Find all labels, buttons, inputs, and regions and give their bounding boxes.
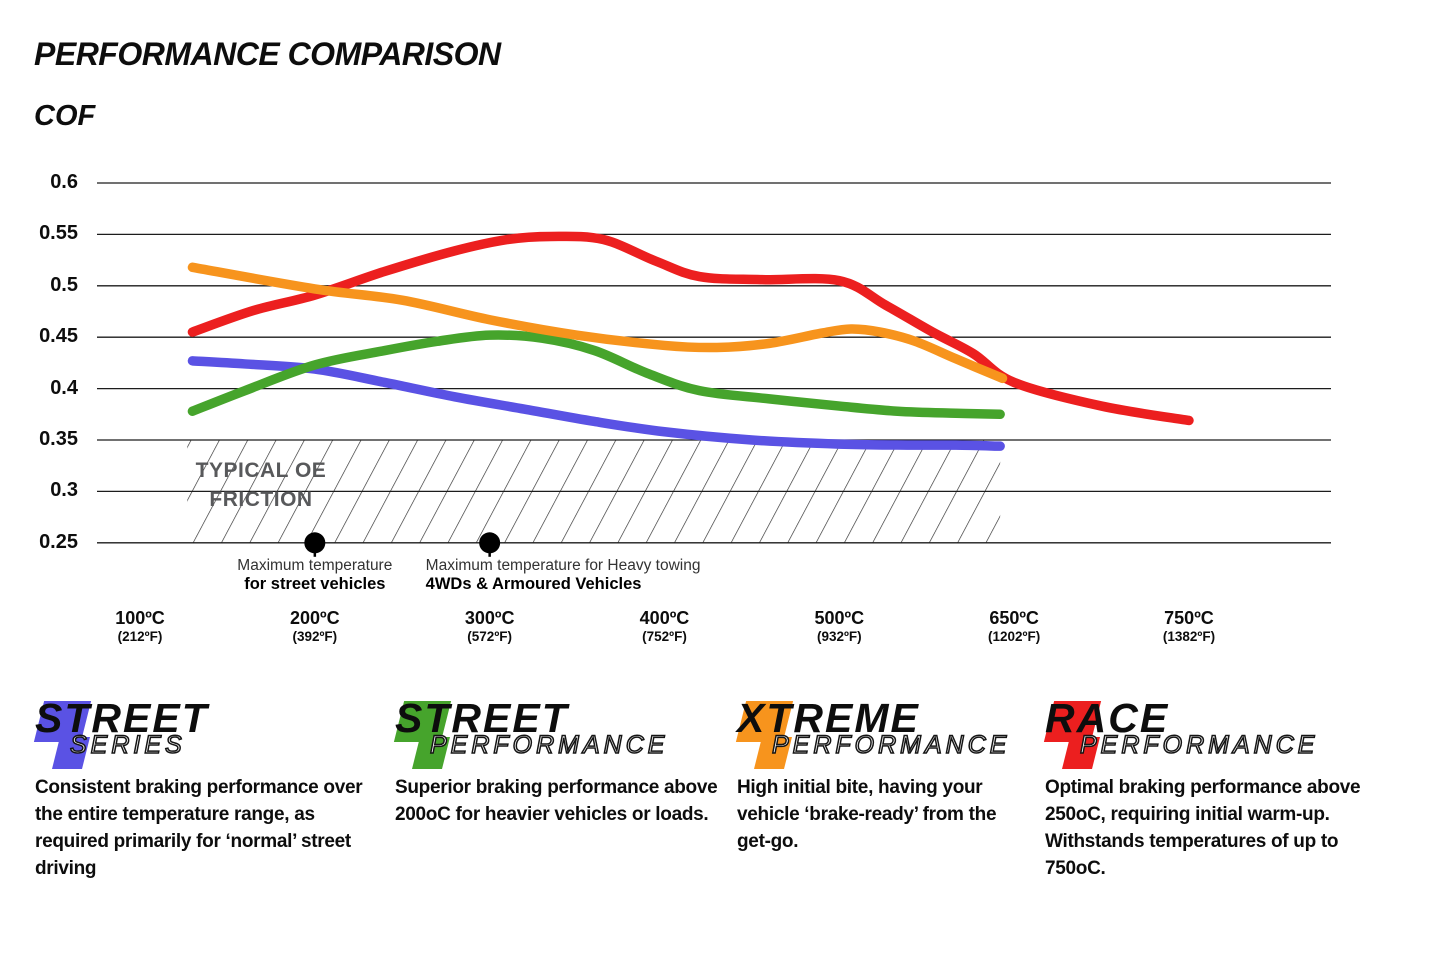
x-tick-fahrenheit-750: (1382ºF) — [1162, 629, 1216, 644]
x-tick-celsius-650: 650ºC — [989, 608, 1039, 628]
x-tick-400: 400ºC (752ºF) — [599, 608, 729, 645]
x-tick-celsius-100: 100ºC — [115, 608, 165, 628]
brand-logo-3: XTREME PERFORMANCE — [735, 695, 1017, 769]
x-tick-fahrenheit-200: (392ºF) — [292, 629, 338, 644]
series-line-street-performance — [187, 330, 1005, 420]
y-tick-label-0.6: 0.6 — [50, 171, 78, 193]
x-tick-500: 500ºC (932ºF) — [774, 608, 904, 645]
annotation-2-line1: Maximum temperature for Heavy towing — [425, 557, 701, 574]
x-tick-fahrenheit-650: (1202ºF) — [988, 629, 1041, 644]
typical-oe-friction-label: TYPICAL OE FRICTION — [186, 456, 336, 514]
logo-word1: STREET — [395, 695, 569, 741]
page-title: PERFORMANCE COMPARISON — [34, 36, 501, 72]
legend-description: High initial bite, having your vehicle ‘… — [737, 777, 997, 852]
chart-svg — [97, 182, 1331, 557]
annotation-1-line1: Maximum temperature — [237, 557, 393, 574]
x-tick-fahrenheit-400: (752ºF) — [642, 629, 687, 644]
typical-oe-line2: FRICTION — [209, 488, 313, 511]
series-line-xtreme-performance — [187, 262, 1008, 384]
x-tick-300: 300ºC (572ºF) — [425, 608, 555, 645]
x-tick-100: 100ºC (212ºF) — [75, 608, 205, 645]
max-temp-marker-2 — [479, 532, 501, 554]
y-tick-label-0.25: 0.25 — [39, 530, 78, 553]
brand-logo-4: RACE PERFORMANCE — [1043, 695, 1375, 769]
logo-word2: PERFORMANCE — [1079, 730, 1319, 760]
legend-description: Superior braking performance above 200oC… — [395, 777, 718, 825]
x-tick-650: 650ºC (1202ºF) — [949, 608, 1079, 645]
y-axis-title: COF — [34, 100, 96, 132]
x-tick-celsius-400: 400ºC — [639, 608, 690, 628]
series-line-street-series — [187, 356, 1005, 451]
x-tick-200: 200ºC (392ºF) — [250, 608, 380, 645]
logo-word1: RACE — [1045, 695, 1170, 741]
brand-logo-1: STREET SERIES — [33, 695, 370, 769]
x-tick-fahrenheit-300: (572ºF) — [467, 629, 512, 644]
y-tick-label-0.35: 0.35 — [39, 428, 78, 450]
logo-word2: PERFORMANCE — [771, 730, 1011, 760]
legend-item-street-series: STREET SERIES Consistent braking performan… — [33, 695, 370, 882]
y-tick-label-0.45: 0.45 — [39, 325, 78, 348]
legend-item-xtreme-performance: XTREME PERFORMANCE High initial bite, havi… — [735, 695, 1017, 855]
x-tick-celsius-200: 200ºC — [290, 608, 340, 628]
x-tick-celsius-750: 750ºC — [1164, 608, 1214, 628]
annotation-1: Maximum temperature for street vehicles — [205, 557, 425, 594]
y-tick-label-0.5: 0.5 — [50, 273, 78, 296]
logo-word2: PERFORMANCE — [429, 730, 669, 760]
legend-item-race-performance: RACE PERFORMANCE Optimal braking performan… — [1043, 695, 1375, 882]
x-tick-celsius-300: 300ºC — [464, 608, 515, 628]
max-temp-marker-1 — [304, 532, 326, 554]
x-tick-celsius-500: 500ºC — [814, 608, 865, 628]
logo-word2: SERIES — [69, 730, 186, 760]
x-tick-750: 750ºC (1382ºF) — [1124, 608, 1254, 645]
annotation-1-line2: for street vehicles — [244, 575, 386, 593]
y-tick-label-0.55: 0.55 — [39, 222, 78, 245]
x-tick-fahrenheit-100: (212ºF) — [117, 629, 163, 644]
legend-item-street-performance: STREET PERFORMANCE Superior braking perfor… — [393, 695, 730, 828]
annotation-2-line2: 4WDs & Armoured Vehicles — [425, 575, 642, 593]
x-tick-fahrenheit-500: (932ºF) — [816, 629, 862, 644]
typical-oe-line1: TYPICAL OE — [195, 459, 327, 482]
y-tick-label-0.3: 0.3 — [50, 479, 78, 502]
y-tick-label-0.4: 0.4 — [50, 376, 78, 399]
legend-description: Consistent braking performance over the … — [35, 777, 363, 879]
logo-word1: XTREME — [737, 695, 920, 741]
series-line-race-performance — [187, 231, 1194, 426]
annotation-2: Maximum temperature for Heavy towing 4WDs… — [426, 557, 756, 594]
logo-word1: STREET — [35, 695, 209, 741]
brand-logo-2: STREET PERFORMANCE — [393, 695, 730, 769]
legend-description: Optimal braking performance above 250oC,… — [1045, 777, 1361, 879]
